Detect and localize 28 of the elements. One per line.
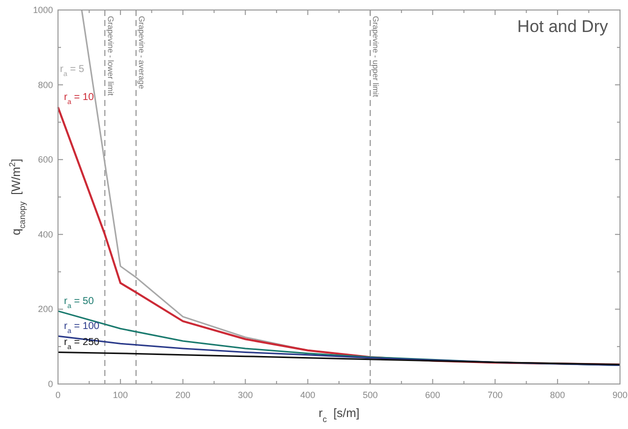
series-label: r$_{a}$ = 5 <box>60 64 85 78</box>
x-tick-label: 100 <box>112 390 128 400</box>
ref-line-label: Grapevine - average <box>137 16 146 90</box>
x-tick-label: 500 <box>362 390 378 400</box>
series-label: r$_{a}$ = 10 <box>64 92 94 106</box>
x-axis-title: r$_{c}$ [s/m] <box>318 406 360 424</box>
line-series <box>57 351 621 366</box>
x-tick-label: 900 <box>612 390 628 400</box>
y-tick-label: 1000 <box>32 5 53 15</box>
x-tick-label: 400 <box>300 390 316 400</box>
x-tick-label: 200 <box>175 390 190 400</box>
y-tick-label: 400 <box>38 229 53 240</box>
series-label: r$_{a}$ = 100 <box>64 321 100 335</box>
ref-line-label: Grapevine - lower limit <box>106 16 115 96</box>
chart-title: Hot and Dry <box>517 17 608 36</box>
x-tick-label: 700 <box>488 390 503 400</box>
series-label: r$_{a}$ = 50 <box>64 296 94 310</box>
line-series <box>57 335 621 366</box>
y-tick-label: 200 <box>38 304 53 314</box>
y-tick-label: 600 <box>38 154 53 165</box>
x-tick-label: 600 <box>425 390 440 400</box>
y-tick-label: 800 <box>38 80 53 90</box>
y-tick-label: 0 <box>48 379 53 389</box>
x-tick-label: 0 <box>55 390 61 400</box>
series-label: r$_{a}$ = 250 <box>64 337 100 351</box>
x-tick-label: 300 <box>238 390 253 400</box>
ref-line-label: Grapevine - upper limit <box>371 16 380 98</box>
x-tick-label: 800 <box>550 390 566 400</box>
